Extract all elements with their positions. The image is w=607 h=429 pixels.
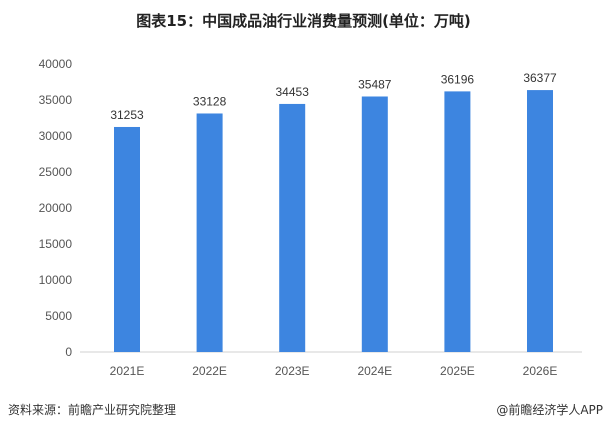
chart-title: 图表15：中国成品油行业消费量预测(单位：万吨)	[136, 12, 471, 30]
y-tick-label: 40000	[39, 57, 73, 71]
data-label: 34453	[276, 85, 310, 99]
y-tick-label: 0	[65, 345, 72, 359]
bar	[444, 91, 471, 353]
y-tick-label: 25000	[39, 165, 73, 179]
brand-label: @前瞻经济学人APP	[496, 403, 603, 417]
y-tick-label: 35000	[39, 93, 73, 107]
bar	[279, 103, 306, 352]
y-tick-label: 20000	[39, 201, 73, 215]
bar	[361, 96, 388, 353]
data-label: 31253	[110, 108, 144, 122]
bar	[114, 126, 140, 353]
data-label: 36377	[523, 71, 557, 85]
x-tick-label: 2023E	[275, 364, 310, 378]
data-label: 33128	[193, 94, 227, 108]
source-note: 资料来源：前瞻产业研究院整理	[8, 403, 177, 417]
x-tick-label: 2022E	[192, 364, 227, 378]
y-tick-label: 5000	[45, 309, 72, 323]
data-label: 35487	[358, 77, 392, 91]
bar	[196, 113, 223, 353]
data-label: 36196	[441, 72, 475, 86]
y-tick-label: 10000	[39, 273, 73, 287]
y-tick-label: 30000	[39, 129, 73, 143]
bar	[527, 90, 553, 352]
x-tick-label: 2026E	[523, 364, 558, 378]
x-tick-label: 2021E	[110, 364, 145, 378]
x-tick-label: 2024E	[357, 364, 392, 378]
x-tick-label: 2025E	[440, 364, 475, 378]
y-tick-label: 15000	[39, 237, 73, 251]
